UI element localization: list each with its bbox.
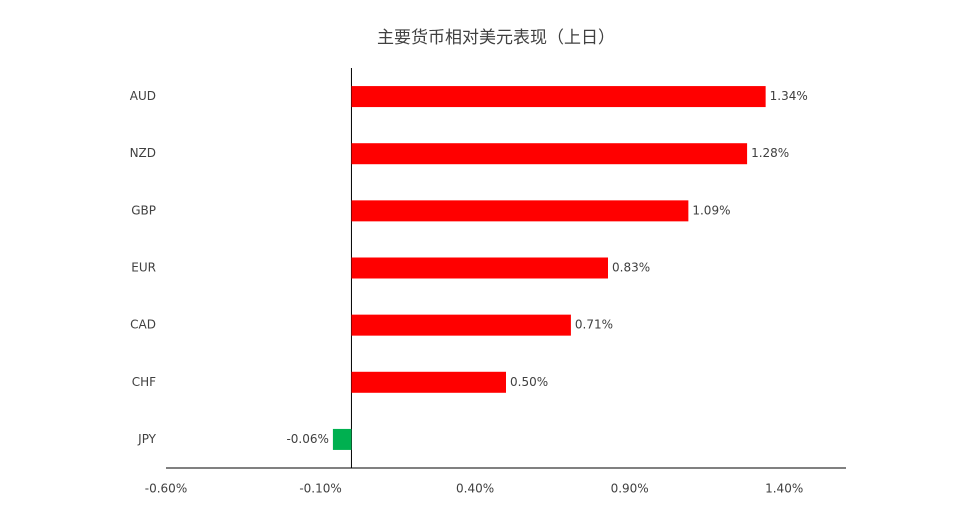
bar [332, 428, 352, 450]
y-tick-label: NZD [130, 146, 156, 160]
y-tick-label: EUR [131, 261, 156, 275]
bar [351, 86, 766, 108]
x-tick-label: -0.60% [145, 482, 187, 496]
y-tick-label: AUD [130, 89, 156, 103]
value-label: 0.50% [510, 375, 548, 389]
bar [351, 143, 748, 165]
bar [351, 257, 608, 279]
y-tick-label: CAD [130, 318, 156, 332]
value-label: -0.06% [286, 432, 328, 446]
value-label: 1.09% [692, 203, 730, 217]
bar [351, 371, 506, 393]
x-tick-label: 0.90% [611, 482, 649, 496]
bar [351, 314, 571, 336]
x-tick-label: -0.10% [299, 482, 341, 496]
value-label: 1.28% [751, 146, 789, 160]
chart-title: 主要货币相对美元表现（上日） [377, 28, 615, 48]
y-tick-label: GBP [131, 203, 156, 217]
value-label: 0.71% [575, 318, 613, 332]
y-tick-label: CHF [132, 375, 156, 389]
x-tick-label: 1.40% [765, 482, 803, 496]
y-tick-label: JPY [137, 432, 157, 446]
x-tick-label: 0.40% [456, 482, 494, 496]
bar [351, 200, 689, 222]
value-label: 0.83% [612, 261, 650, 275]
value-label: 1.34% [770, 89, 808, 103]
